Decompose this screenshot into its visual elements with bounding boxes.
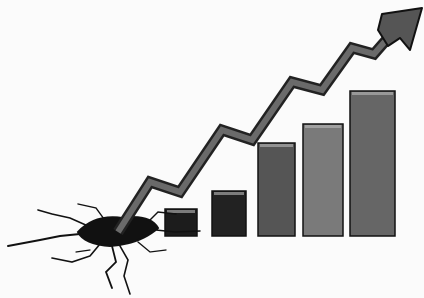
page: (() => { const data = JSON.parse(documen…	[0, 0, 424, 298]
bar	[212, 191, 246, 236]
bar	[350, 91, 395, 236]
bar-highlight	[214, 192, 244, 195]
bar	[303, 124, 343, 236]
bar	[258, 143, 295, 236]
bar-highlight	[305, 125, 341, 128]
bar-highlight	[260, 144, 293, 147]
bar-highlight	[352, 92, 393, 95]
chart	[0, 0, 424, 298]
bar-highlight	[167, 210, 195, 213]
